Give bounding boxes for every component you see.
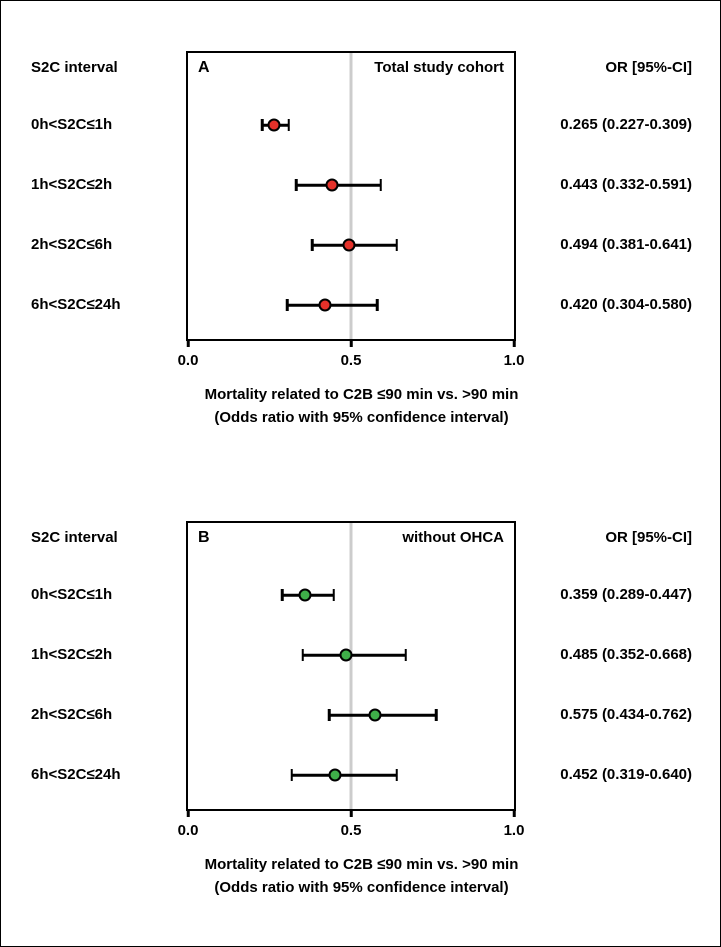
panel-a-row1-label: 0h<S2C≤1h xyxy=(31,116,112,133)
ci-line xyxy=(303,654,406,657)
panel-a-row4-value: 0.420 (0.304-0.580) xyxy=(560,296,692,313)
panel-b-ticklabel-2: 1.0 xyxy=(504,822,525,839)
panel-a-ticklabel-2: 1.0 xyxy=(504,352,525,369)
panel-b-refline xyxy=(350,523,353,809)
panel-a-ticklabel-1: 0.5 xyxy=(341,352,362,369)
ci-cap xyxy=(286,299,289,311)
panel-a-title: Total study cohort xyxy=(374,59,504,76)
panel-b-row1-value: 0.359 (0.289-0.447) xyxy=(560,586,692,603)
panel-a-tick-0 xyxy=(187,339,190,347)
panel-b-ticklabel-1: 0.5 xyxy=(341,822,362,839)
panel-b: S2C interval OR [95%-CI] 0h<S2C≤1h 1h<S2… xyxy=(1,491,721,921)
panel-a-right-header: OR [95%-CI] xyxy=(605,59,692,76)
ci-line xyxy=(292,774,397,777)
panel-b-row1-label: 0h<S2C≤1h xyxy=(31,586,112,603)
panel-a-letter: A xyxy=(198,59,210,77)
ci-cap xyxy=(295,179,298,191)
panel-a-row3-value: 0.494 (0.381-0.641) xyxy=(560,236,692,253)
ci-cap xyxy=(328,709,331,721)
ci-cap xyxy=(405,649,408,661)
panel-b-xlabel-1: Mortality related to C2B ≤90 min vs. >90… xyxy=(1,856,721,873)
panel-a-ticklabel-0: 0.0 xyxy=(178,352,199,369)
or-point xyxy=(268,119,281,132)
panel-a-tick-2 xyxy=(513,339,516,347)
panel-b-row2-label: 1h<S2C≤2h xyxy=(31,646,112,663)
ci-cap xyxy=(435,709,438,721)
ci-cap xyxy=(396,239,399,251)
panel-a-row2-value: 0.443 (0.332-0.591) xyxy=(560,176,692,193)
panel-a-xlabel-2: (Odds ratio with 95% confidence interval… xyxy=(1,409,721,426)
panel-a-row4-label: 6h<S2C≤24h xyxy=(31,296,121,313)
panel-a-plot: A Total study cohort 0.0 0.5 1.0 xyxy=(186,51,516,341)
ci-cap xyxy=(395,769,398,781)
ci-cap xyxy=(261,119,264,131)
panel-a: S2C interval OR [95%-CI] 0h<S2C≤1h 1h<S2… xyxy=(1,21,721,451)
ci-line xyxy=(329,714,436,717)
ci-cap xyxy=(281,589,284,601)
panel-a-row2-label: 1h<S2C≤2h xyxy=(31,176,112,193)
or-point xyxy=(369,709,382,722)
or-point xyxy=(329,769,342,782)
panel-b-tick-0 xyxy=(187,809,190,817)
panel-b-letter: B xyxy=(198,529,210,547)
panel-a-row3-label: 2h<S2C≤6h xyxy=(31,236,112,253)
ci-cap xyxy=(379,179,382,191)
panel-b-row4-label: 6h<S2C≤24h xyxy=(31,766,121,783)
ci-cap xyxy=(291,769,294,781)
ci-cap xyxy=(287,119,290,131)
panel-b-row3-label: 2h<S2C≤6h xyxy=(31,706,112,723)
panel-b-ticklabel-0: 0.0 xyxy=(178,822,199,839)
panel-b-tick-1 xyxy=(350,809,353,817)
panel-a-refline xyxy=(350,53,353,339)
panel-b-plot: B without OHCA 0.0 0.5 1.0 xyxy=(186,521,516,811)
panel-b-right-header: OR [95%-CI] xyxy=(605,529,692,546)
panel-b-row2-value: 0.485 (0.352-0.668) xyxy=(560,646,692,663)
panel-a-tick-1 xyxy=(350,339,353,347)
or-point xyxy=(340,649,353,662)
panel-a-left-header: S2C interval xyxy=(31,59,118,76)
or-point xyxy=(299,589,312,602)
or-point xyxy=(318,299,331,312)
panel-b-title: without OHCA xyxy=(402,529,504,546)
panel-b-left-header: S2C interval xyxy=(31,529,118,546)
panel-b-xlabel-2: (Odds ratio with 95% confidence interval… xyxy=(1,879,721,896)
figure-page: S2C interval OR [95%-CI] 0h<S2C≤1h 1h<S2… xyxy=(0,0,721,947)
or-point xyxy=(343,239,356,252)
panel-a-row1-value: 0.265 (0.227-0.309) xyxy=(560,116,692,133)
ci-line xyxy=(287,304,377,307)
panel-a-xlabel-1: Mortality related to C2B ≤90 min vs. >90… xyxy=(1,386,721,403)
ci-cap xyxy=(332,589,335,601)
ci-cap xyxy=(376,299,379,311)
panel-b-row3-value: 0.575 (0.434-0.762) xyxy=(560,706,692,723)
ci-cap xyxy=(311,239,314,251)
panel-b-row4-value: 0.452 (0.319-0.640) xyxy=(560,766,692,783)
or-point xyxy=(326,179,339,192)
ci-cap xyxy=(302,649,305,661)
panel-b-tick-2 xyxy=(513,809,516,817)
